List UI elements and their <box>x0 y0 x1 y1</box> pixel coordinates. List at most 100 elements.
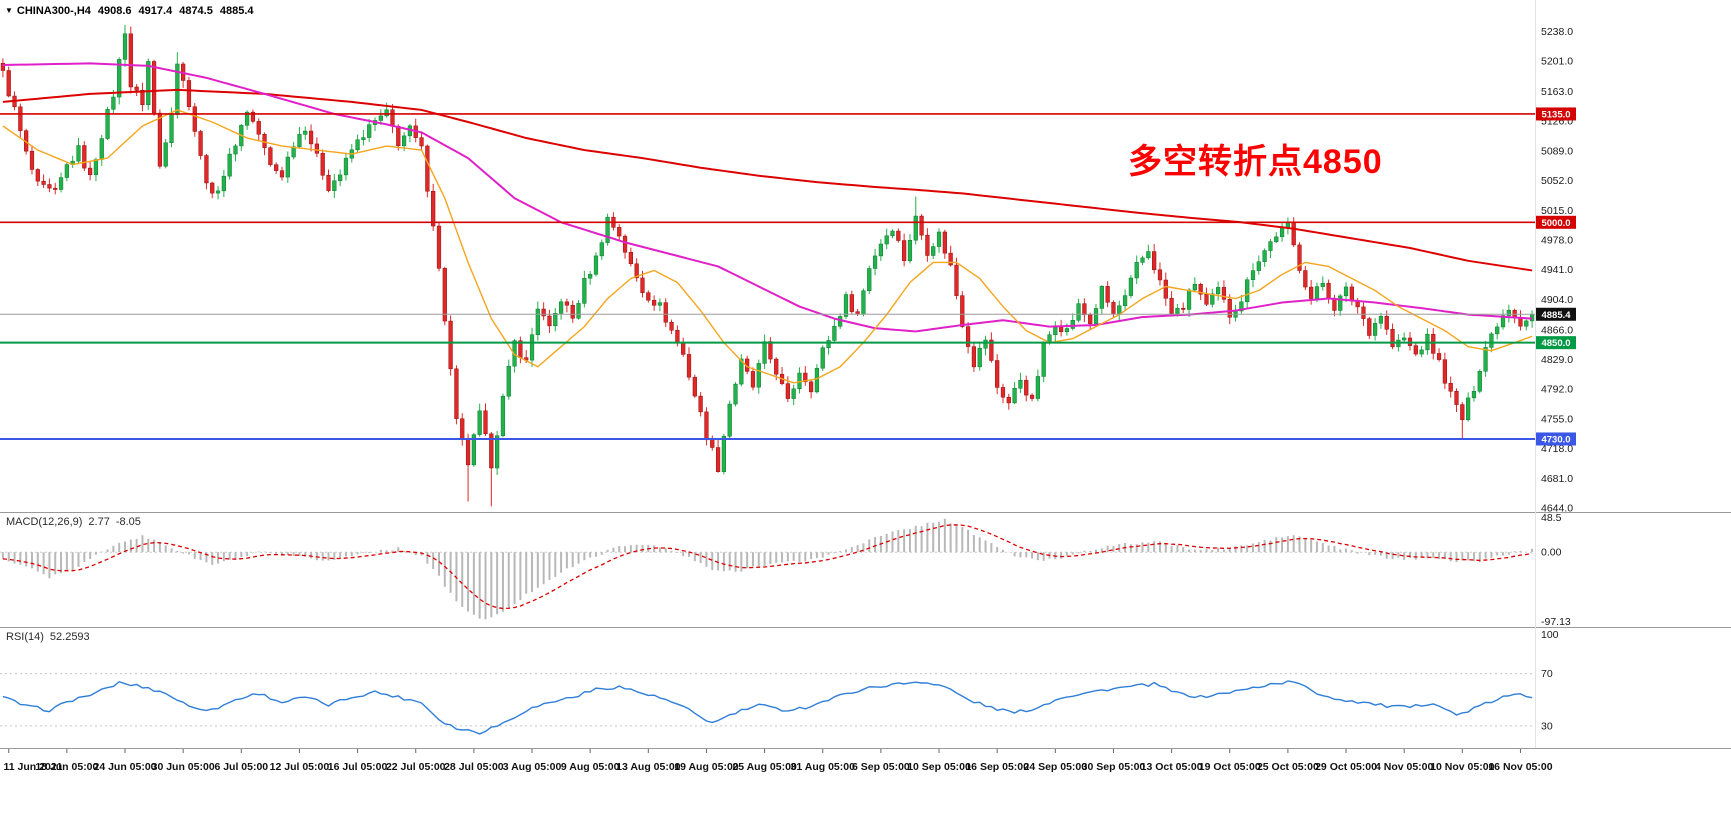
price-badge[interactable] <box>1536 307 1576 321</box>
candle-body <box>436 225 442 269</box>
dropdown-arrow-icon[interactable]: ▼ <box>5 6 13 15</box>
candle-body <box>1175 307 1180 314</box>
candle-body <box>634 263 639 279</box>
rsi-scale: 100 70 30 <box>1541 629 1559 732</box>
candle-body <box>663 302 668 323</box>
price-tick-label: 5201.0 <box>1541 55 1573 67</box>
time-tick-label: 30 Sep 05:00 <box>1082 761 1146 773</box>
time-tick-label: 24 Sep 05:00 <box>1023 761 1087 773</box>
macd-signal-line <box>2 524 1533 610</box>
candle-body <box>1128 277 1134 296</box>
candle-body <box>942 231 947 254</box>
candle-body <box>1204 294 1209 305</box>
candle-body <box>338 174 343 181</box>
price-badge[interactable] <box>1536 107 1576 121</box>
candle-body <box>1239 301 1244 312</box>
candle-body <box>314 143 319 154</box>
price-tick-label: 5163.0 <box>1541 86 1573 98</box>
candle-body <box>1448 383 1453 392</box>
candle-body <box>1053 327 1058 336</box>
time-tick-label: 24 Jun 05:00 <box>93 761 156 773</box>
price-badge[interactable] <box>1536 336 1576 350</box>
candle-body <box>529 334 535 361</box>
candle-body <box>1088 314 1093 324</box>
candle-body <box>803 372 808 383</box>
price-badge-label: 5135.0 <box>1541 109 1570 120</box>
candle-body <box>686 354 692 378</box>
time-tick-label: 16 Nov 05:00 <box>1488 761 1552 773</box>
candle-body <box>983 339 988 349</box>
price-badge[interactable] <box>1536 432 1576 446</box>
candle-body <box>669 322 674 331</box>
candle-body <box>500 395 506 436</box>
symbol-period-label: CHINA300-,H4 <box>16 5 91 17</box>
macd-name: MACD(12,26,9) <box>6 516 83 528</box>
candle-body <box>384 109 389 117</box>
candle-body <box>495 435 500 469</box>
price-badges[interactable]: 5135.0 5000.0 4885.4 4850.0 4730.0 <box>1536 107 1576 446</box>
ma-fast-orange <box>2 109 1533 384</box>
candle-body <box>1442 359 1447 384</box>
candle-body <box>204 155 209 184</box>
price-tick-label: 5089.0 <box>1541 145 1573 157</box>
candle-body <box>1372 323 1378 336</box>
candle-body <box>431 190 436 227</box>
candle-body <box>867 268 872 292</box>
candle-body <box>989 339 994 361</box>
candle-body <box>593 255 599 275</box>
rsi-tick-label: 30 <box>1541 720 1553 732</box>
candle-body <box>1361 306 1366 319</box>
price-badge[interactable] <box>1536 215 1576 229</box>
price-tick-label: 4829.0 <box>1541 354 1573 366</box>
candle-body <box>1099 286 1104 309</box>
rsi-indicator-label: RSI(14) 52.2593 <box>6 631 90 643</box>
candle-body <box>1134 262 1139 279</box>
candle-body <box>588 274 593 279</box>
candle-body <box>646 292 651 301</box>
candlesticks <box>0 24 1535 507</box>
candle-body <box>367 124 372 138</box>
candle-body <box>1460 404 1465 420</box>
candle-body <box>622 235 628 253</box>
candle-body <box>704 411 709 441</box>
candle-body <box>1303 270 1308 288</box>
candle-body <box>419 137 424 147</box>
time-tick-label: 12 Jul 05:00 <box>270 761 330 773</box>
candle-body <box>111 96 116 110</box>
candle-body <box>750 371 756 388</box>
annotation-text[interactable]: 多空转折点4850 <box>1128 143 1383 181</box>
candle-body <box>768 341 773 360</box>
candle-body <box>425 145 430 192</box>
time-tick-label: 3 Aug 05:00 <box>503 761 562 773</box>
candle-body <box>1489 333 1494 348</box>
candle-body <box>122 33 128 60</box>
candle-body <box>6 70 11 97</box>
candle-body <box>558 301 564 314</box>
time-tick-label: 19 Oct 05:00 <box>1199 761 1261 773</box>
candle-body <box>1163 279 1168 299</box>
candle-body <box>448 320 453 370</box>
candle-body <box>977 348 982 368</box>
candle-body <box>1157 269 1163 281</box>
candle-body <box>820 347 825 369</box>
candle-body <box>1146 251 1151 259</box>
candle-body <box>297 134 302 147</box>
candle-body <box>1454 391 1459 405</box>
candle-body <box>1029 394 1035 399</box>
candle-body <box>936 231 942 247</box>
time-tick-label: 10 Nov 05:00 <box>1430 761 1494 773</box>
candle-body <box>134 86 139 91</box>
candle-body <box>861 290 866 315</box>
candle-body <box>547 315 552 327</box>
candle-body <box>1338 295 1343 311</box>
candle-body <box>262 134 267 148</box>
candle-body <box>146 61 151 106</box>
price-tick-label: 4644.0 <box>1541 502 1573 514</box>
horizontal-levels[interactable] <box>0 113 1535 440</box>
candle-body <box>739 358 744 385</box>
candle-body <box>53 187 58 190</box>
candle-body <box>454 368 459 419</box>
candle-body <box>628 252 633 265</box>
